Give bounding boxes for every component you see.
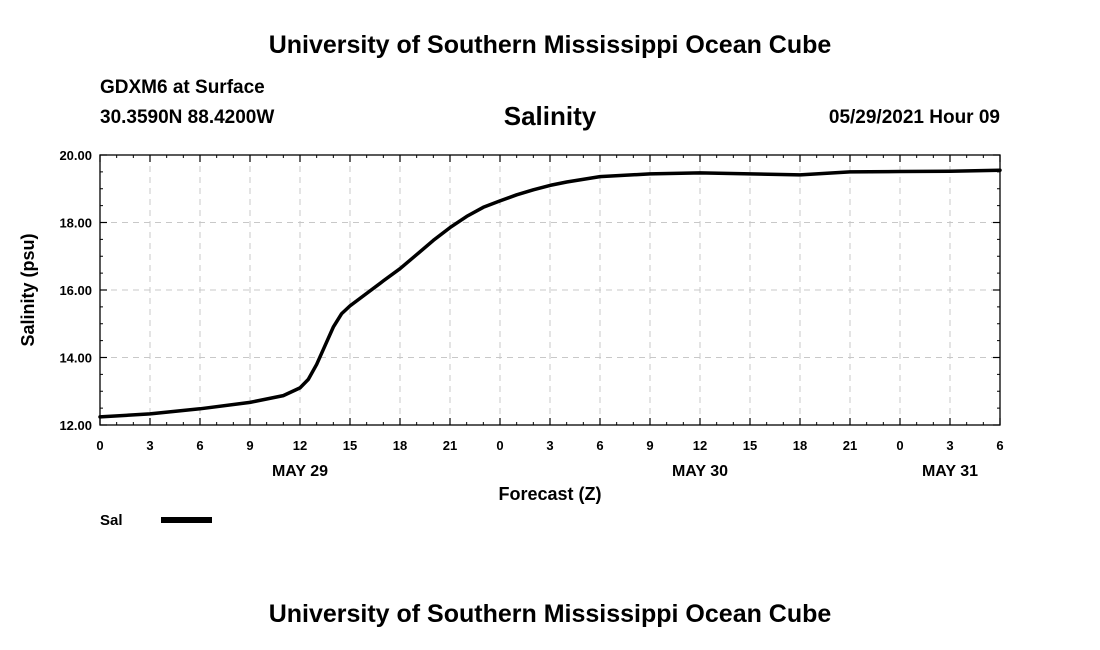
y-axis-title: Salinity (psu) xyxy=(18,233,38,346)
legend: Sal xyxy=(100,512,212,529)
y-tick-label: 16.00 xyxy=(59,283,92,298)
x-tick-label: 0 xyxy=(96,438,103,453)
x-tick-label: 6 xyxy=(196,438,203,453)
x-tick-label: 3 xyxy=(546,438,553,453)
x-tick-label: 6 xyxy=(596,438,603,453)
x-tick-label: 21 xyxy=(843,438,857,453)
chart-title-bottom: University of Southern Mississippi Ocean… xyxy=(268,600,832,628)
y-tick-label: 14.00 xyxy=(59,351,92,366)
x-axis-title: Forecast (Z) xyxy=(498,484,601,504)
date-label: MAY 30 xyxy=(672,463,728,480)
x-tick-label: 0 xyxy=(496,438,503,453)
grid-lines xyxy=(100,155,1000,425)
x-tick-label: 9 xyxy=(246,438,253,453)
coordinates-label: 30.3590N 88.4200W xyxy=(100,107,275,128)
series-line-sal xyxy=(98,168,1002,419)
x-tick-label: 18 xyxy=(393,438,407,453)
variable-title: Salinity xyxy=(503,101,597,131)
legend-label-sal: Sal xyxy=(100,512,123,529)
x-tick-label: 3 xyxy=(946,438,953,453)
date-label: MAY 29 xyxy=(272,463,328,480)
x-tick-label: 12 xyxy=(693,438,707,453)
x-tick-label: 15 xyxy=(343,438,357,453)
series-layer xyxy=(98,168,1002,419)
chart-title-top: University of Southern Mississippi Ocean… xyxy=(268,31,832,59)
x-tick-label: 9 xyxy=(646,438,653,453)
x-tick-label: 12 xyxy=(293,438,307,453)
x-tick-label: 21 xyxy=(443,438,457,453)
x-tick-label: 3 xyxy=(146,438,153,453)
station-label: GDXM6 at Surface xyxy=(100,77,265,98)
y-tick-label: 18.00 xyxy=(59,216,92,231)
x-tick-label: 15 xyxy=(743,438,757,453)
tick-labels: 0 3 6 9 12 15 18 21 0 3 6 9 12 15 18 21 0 3 6 12.00 14.00 16.… xyxy=(59,148,1003,480)
date-label: MAY 31 xyxy=(922,463,978,480)
y-tick-label: 20.00 xyxy=(59,148,92,163)
tick-marks xyxy=(99,154,1001,426)
x-tick-label: 18 xyxy=(793,438,807,453)
x-tick-label: 0 xyxy=(896,438,903,453)
y-tick-label: 12.00 xyxy=(59,418,92,433)
x-tick-label: 6 xyxy=(996,438,1003,453)
forecast-datetime: 05/29/2021 Hour 09 xyxy=(828,107,1000,128)
